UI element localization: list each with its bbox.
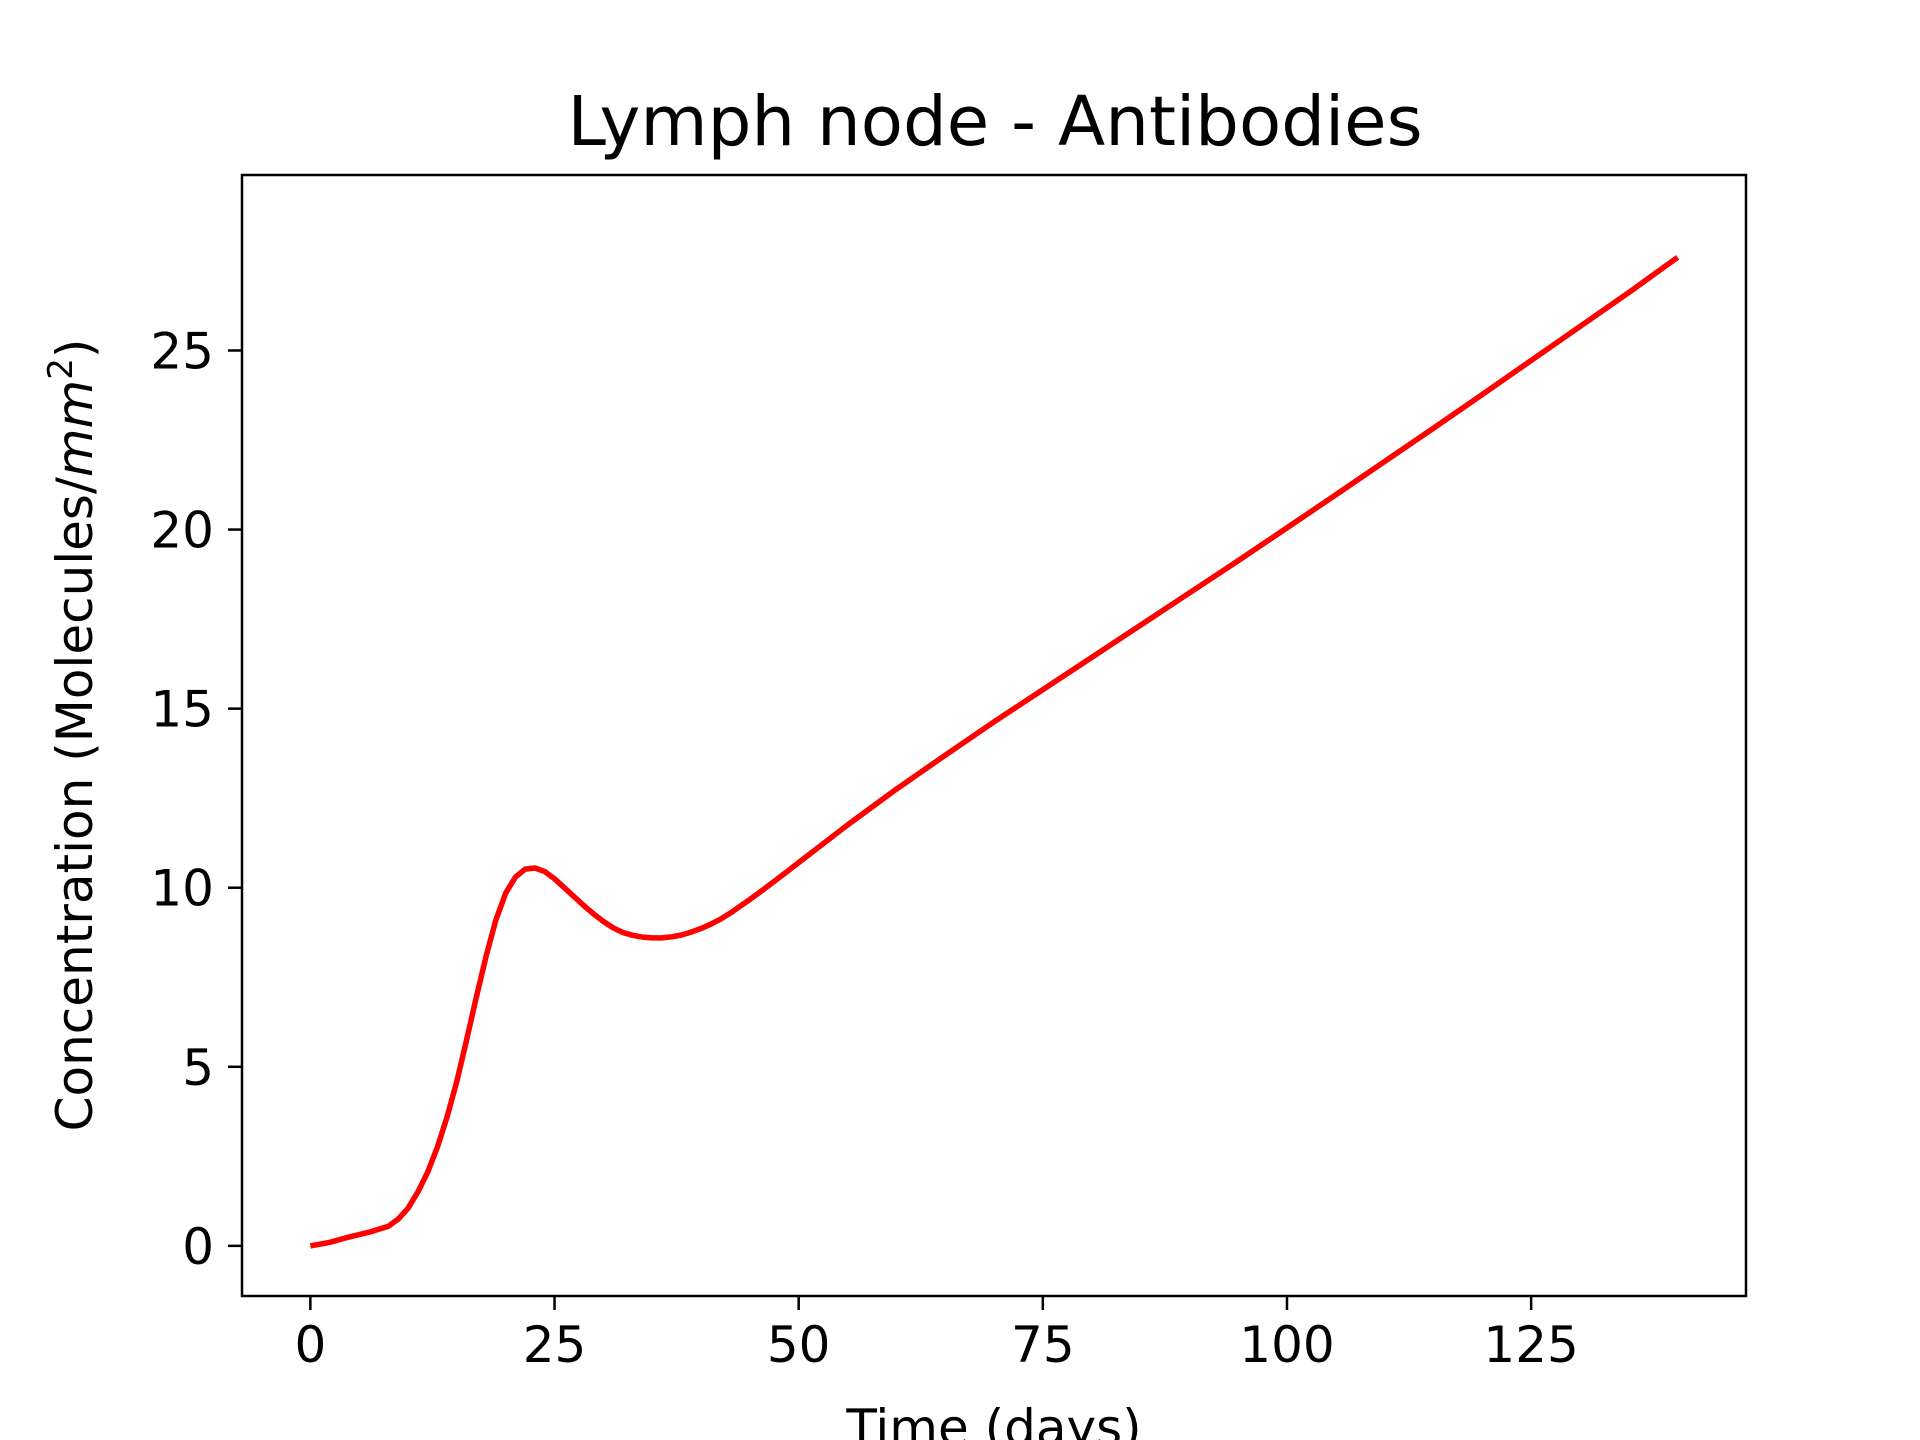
- y-axis-label: Concentration (Molecules/mm2): [41, 339, 104, 1132]
- y-tick-label: 0: [182, 1218, 214, 1276]
- y-tick-label: 5: [182, 1039, 214, 1097]
- series-layer: [309, 255, 1680, 1249]
- chart-title: Lymph node - Antibodies: [567, 82, 1422, 162]
- y-tick-label: 15: [150, 681, 214, 739]
- plot-frame: [240, 173, 1748, 1298]
- x-tick-label: 100: [1239, 1316, 1334, 1374]
- x-tick-label: 75: [1011, 1316, 1075, 1374]
- y-axis-label-close: ): [46, 339, 104, 359]
- y-axis-label-exponent: 2: [41, 358, 81, 380]
- plot-area: [240, 173, 1748, 1298]
- x-tick-label: 25: [523, 1316, 587, 1374]
- y-tick-label: 25: [150, 322, 214, 380]
- y-axis-label-main: Concentration (Molecules/: [46, 477, 104, 1131]
- y-axis-label-unit: mm: [46, 380, 104, 477]
- x-axis: 0 25 50 75 100 125: [294, 1296, 1579, 1374]
- x-axis-label: Time (days): [845, 1399, 1141, 1440]
- y-tick-label: 20: [150, 502, 214, 560]
- y-axis: 0 5 10 15 20 25: [150, 322, 242, 1276]
- x-tick-label: 0: [294, 1316, 326, 1374]
- x-tick-label: 50: [767, 1316, 831, 1374]
- x-tick-label: 125: [1483, 1316, 1578, 1374]
- y-tick-label: 10: [150, 860, 214, 918]
- series-line: [309, 255, 1680, 1249]
